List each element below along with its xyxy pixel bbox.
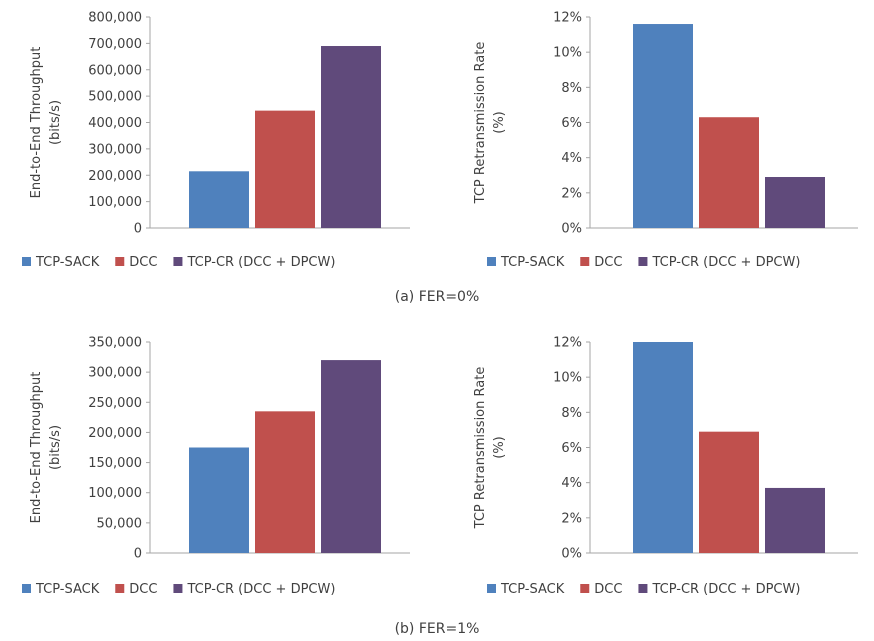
- caption-b: (b) FER=1%: [395, 621, 480, 637]
- y-tick-label: 0%: [561, 222, 582, 237]
- y-tick-label: 12%: [553, 11, 582, 26]
- y-tick-label: 0: [134, 547, 142, 562]
- y-tick-label: 800,000: [88, 11, 142, 26]
- chart-panel-a-right: 0% 2% 4% 6% 8% 10% 12% TCP Retransmission Rate (…: [473, 11, 858, 270]
- y-axis-title: (%): [492, 111, 507, 134]
- legend-swatch: [487, 584, 496, 593]
- legend-swatch: [22, 257, 31, 266]
- legend-swatch: [173, 584, 183, 593]
- y-tick-label: 50,000: [97, 516, 143, 531]
- bar-tcp-cr-dcc-dpcw-: [321, 46, 381, 229]
- y-axis-title: (bits/s): [48, 100, 63, 145]
- y-tick-label: 200,000: [88, 169, 142, 184]
- y-tick-label: 10%: [553, 46, 582, 61]
- y-tick-label: 200,000: [88, 426, 142, 441]
- y-tick-label: 6%: [561, 441, 582, 456]
- legend-label: DCC: [129, 255, 157, 270]
- legend-swatch: [22, 584, 31, 593]
- y-tick-label: 12%: [553, 336, 582, 351]
- legend-swatch: [638, 257, 648, 266]
- y-axis-title: TCP Retransmission Rate: [473, 42, 488, 205]
- bar-tcp-sack: [189, 171, 249, 228]
- legend-swatch: [487, 257, 496, 266]
- y-axis-title: End-to-End Throughput: [29, 372, 44, 524]
- legend-swatch: [580, 584, 590, 593]
- legend-label: TCP-SACK: [35, 582, 100, 597]
- y-tick-label: 0%: [561, 547, 582, 562]
- legend-swatch: [638, 584, 648, 593]
- chart-panel-a-left: 0 100,000 200,000 300,000 400,000 500,000 600,…: [22, 11, 410, 270]
- bar-dcc: [255, 411, 315, 553]
- y-axis-title: End-to-End Throughput: [29, 47, 44, 199]
- bar-dcc: [699, 117, 759, 228]
- bar-tcp-cr-dcc-dpcw-: [765, 487, 825, 553]
- y-tick-label: 100,000: [88, 195, 142, 210]
- legend-label: TCP-CR (DCC + DPCW): [651, 582, 800, 597]
- y-tick-label: 300,000: [88, 142, 142, 157]
- bar-tcp-sack: [189, 447, 249, 553]
- y-tick-label: 600,000: [88, 63, 142, 78]
- y-tick-label: 8%: [561, 81, 582, 96]
- legend-label: DCC: [594, 255, 622, 270]
- y-tick-label: 4%: [561, 151, 582, 166]
- chart-panel-b-right: 0% 2% 4% 6% 8% 10% 12% TCP Retransmission Rate (…: [473, 336, 858, 597]
- legend-swatch: [580, 257, 590, 266]
- y-tick-label: 150,000: [88, 456, 142, 471]
- legend-swatch: [115, 584, 125, 593]
- y-tick-label: 6%: [561, 116, 582, 131]
- bar-tcp-cr-dcc-dpcw-: [321, 360, 381, 553]
- legend-label: DCC: [129, 582, 157, 597]
- chart-panel-b-left: 0 50,000 100,000 150,000 200,000 250,000 300,0…: [22, 336, 410, 597]
- y-tick-label: 0: [134, 222, 142, 237]
- y-axis-title: (%): [492, 436, 507, 459]
- legend-label: DCC: [594, 582, 622, 597]
- y-tick-label: 350,000: [88, 336, 142, 351]
- y-tick-label: 700,000: [88, 37, 142, 52]
- y-tick-label: 10%: [553, 371, 582, 386]
- legend-label: TCP-CR (DCC + DPCW): [186, 582, 335, 597]
- y-tick-label: 4%: [561, 476, 582, 491]
- bar-tcp-cr-dcc-dpcw-: [765, 177, 825, 228]
- y-tick-label: 400,000: [88, 116, 142, 131]
- y-tick-label: 300,000: [88, 366, 142, 381]
- y-tick-label: 2%: [561, 511, 582, 526]
- caption-a: (a) FER=0%: [395, 289, 480, 305]
- legend-label: TCP-SACK: [500, 255, 565, 270]
- y-axis-title: TCP Retransmission Rate: [473, 367, 488, 530]
- bar-dcc: [255, 110, 315, 228]
- y-tick-label: 8%: [561, 406, 582, 421]
- legend-label: TCP-CR (DCC + DPCW): [651, 255, 800, 270]
- y-tick-label: 100,000: [88, 486, 142, 501]
- legend-swatch: [115, 257, 125, 266]
- y-tick-label: 500,000: [88, 90, 142, 105]
- bar-tcp-sack: [633, 342, 693, 553]
- y-tick-label: 2%: [561, 186, 582, 201]
- bar-tcp-sack: [633, 24, 693, 229]
- legend-swatch: [173, 257, 183, 266]
- y-tick-label: 250,000: [88, 396, 142, 411]
- bar-dcc: [699, 431, 759, 553]
- legend-label: TCP-SACK: [500, 582, 565, 597]
- legend-label: TCP-SACK: [35, 255, 100, 270]
- y-axis-title: (bits/s): [48, 425, 63, 470]
- legend-label: TCP-CR (DCC + DPCW): [186, 255, 335, 270]
